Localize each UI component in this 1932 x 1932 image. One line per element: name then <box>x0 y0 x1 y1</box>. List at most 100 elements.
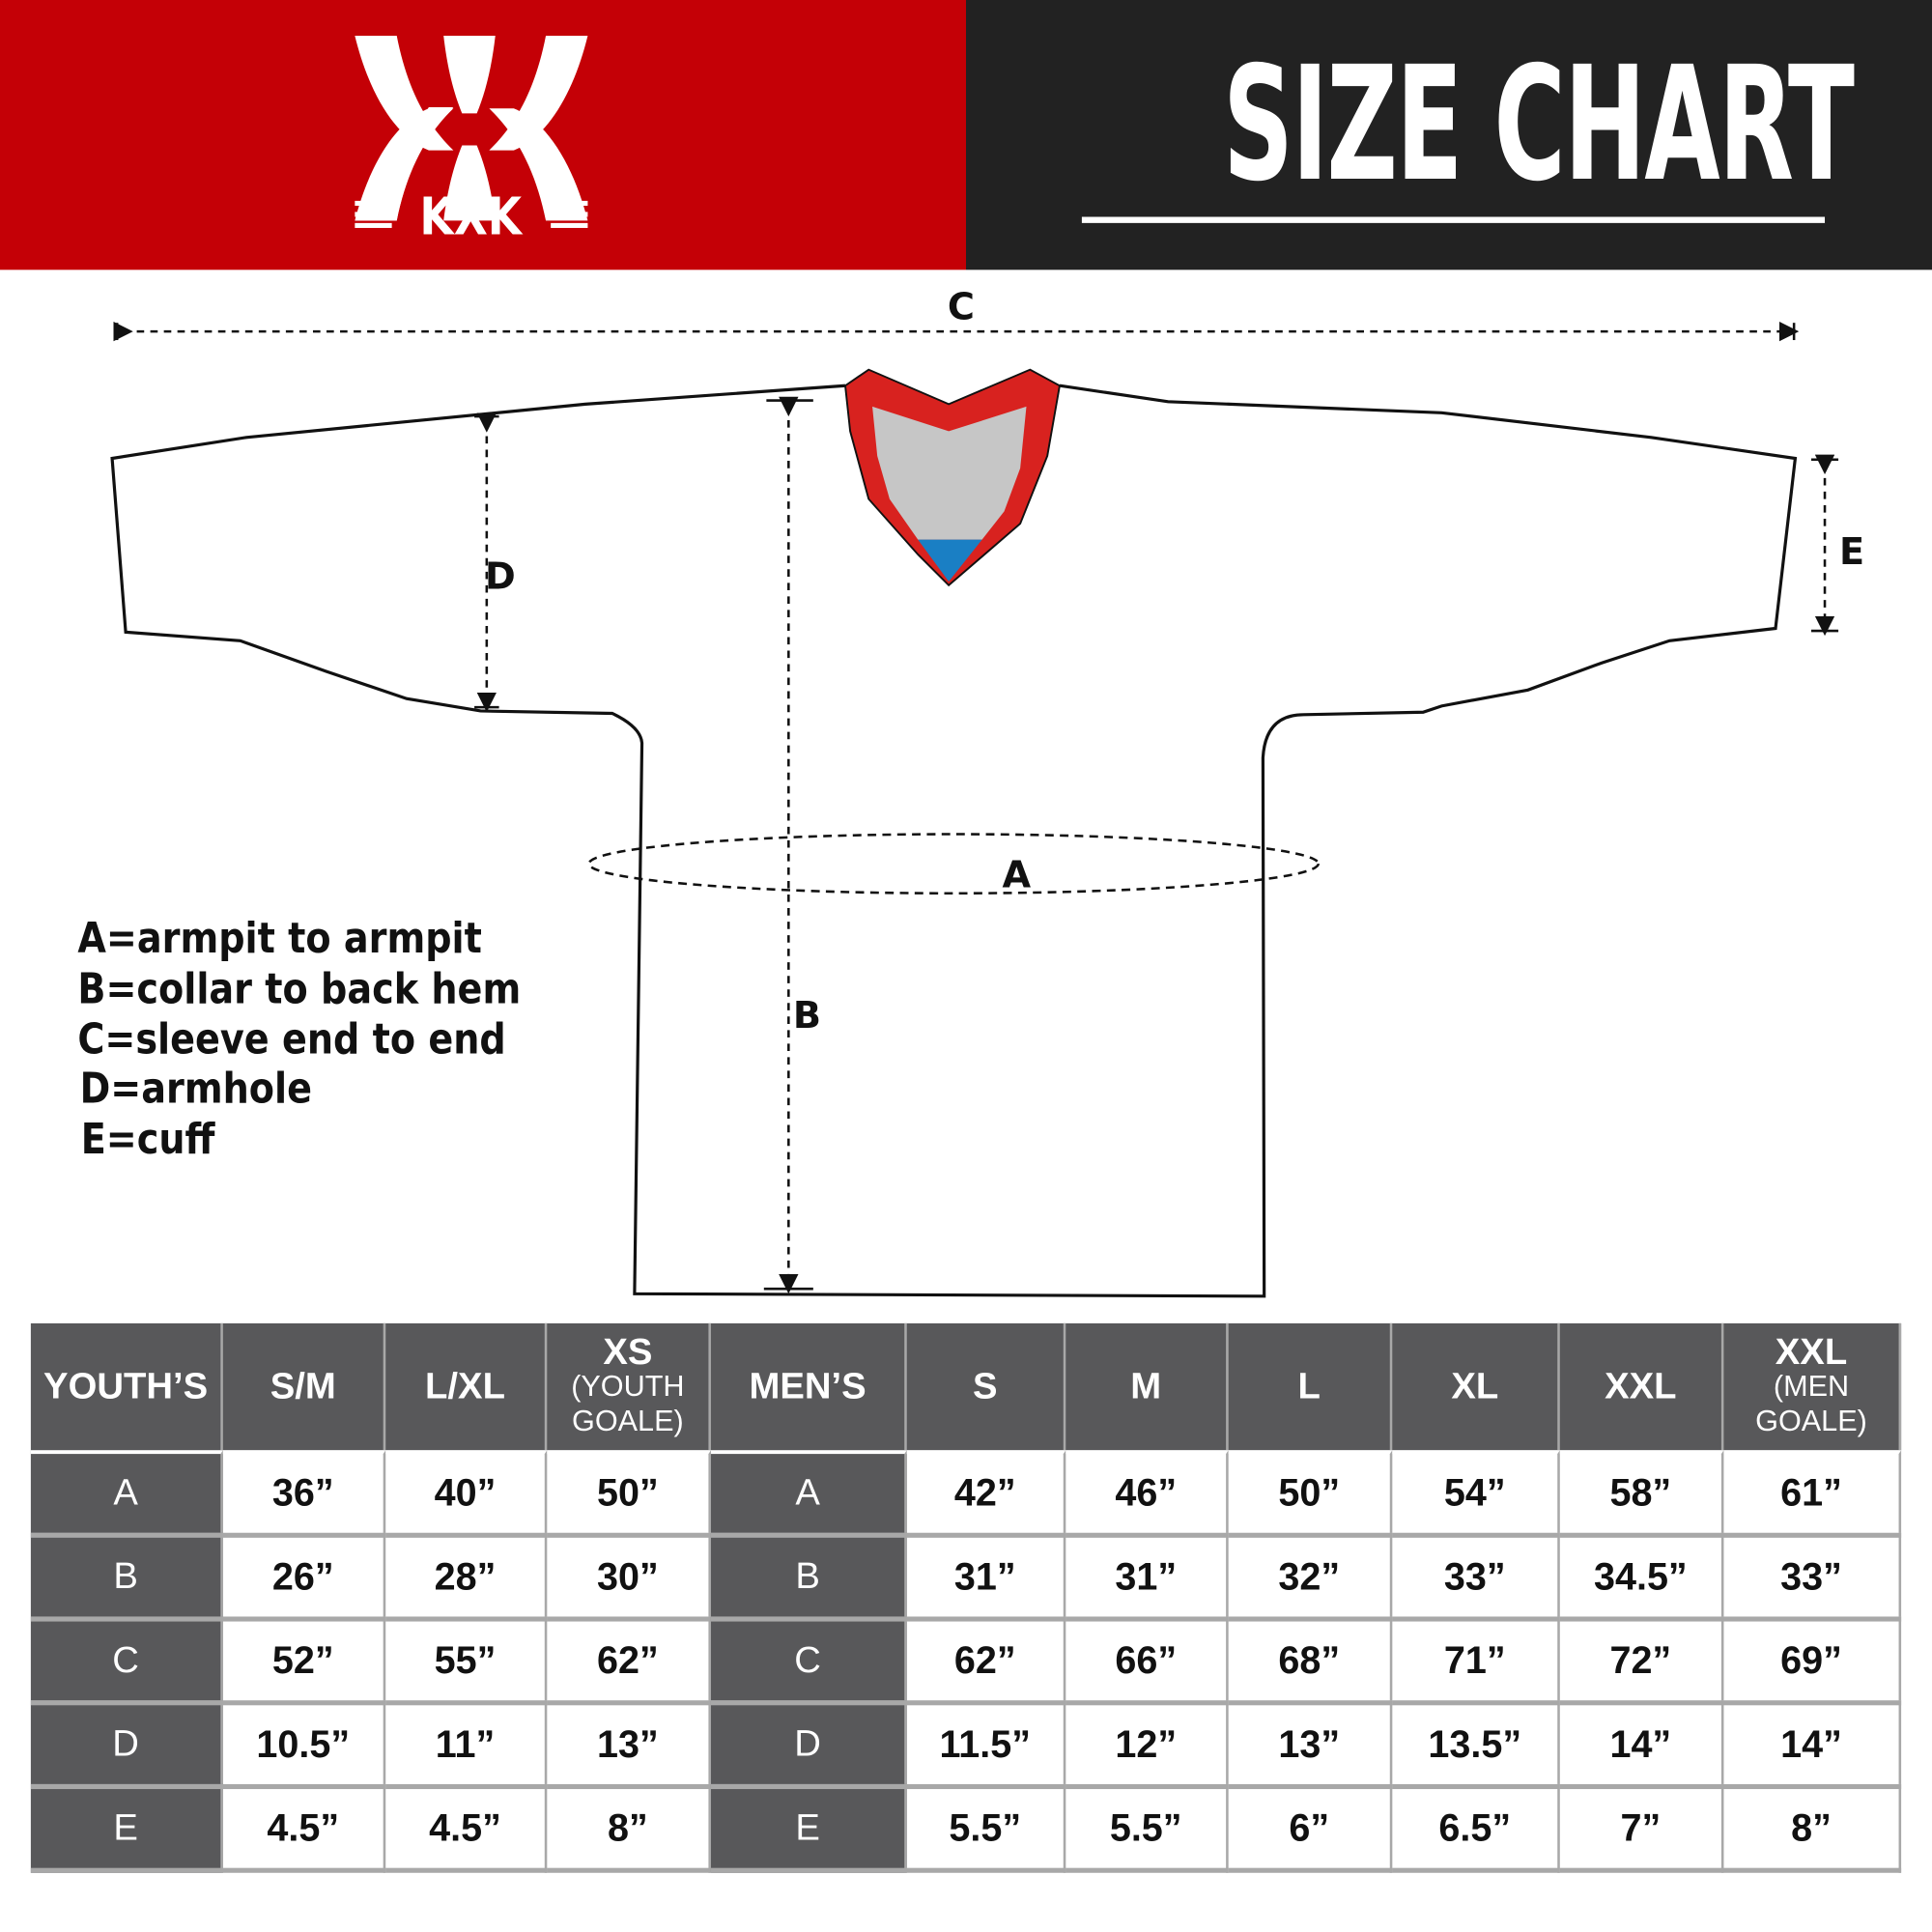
table-cell: 5.5” <box>906 1783 1066 1873</box>
column-header-label: L/XL <box>425 1365 505 1406</box>
column-header-label: XXL <box>1775 1331 1848 1373</box>
column-header: L/XL <box>385 1322 548 1451</box>
column-header-label: M <box>1130 1365 1162 1406</box>
column-header-label: S/M <box>270 1365 336 1406</box>
table-cell: 50” <box>547 1450 711 1533</box>
label-a: A <box>1002 853 1031 896</box>
table-cell: 13” <box>1228 1700 1393 1784</box>
label-c: C <box>948 285 975 328</box>
legend-item: A=armpit to armpit <box>77 914 482 964</box>
table-cell: 55” <box>385 1616 548 1701</box>
column-header: S <box>906 1322 1066 1451</box>
table-cell: 11” <box>385 1700 548 1784</box>
table-row: C 52” 55” 62” C 62” 66” 68” 71” 72” 69” <box>30 1616 1902 1701</box>
column-header-label: MEN’S <box>749 1365 867 1406</box>
table-cell: 14” <box>1723 1700 1902 1784</box>
table-cell: 14” <box>1559 1700 1724 1784</box>
table-cell: 50” <box>1228 1450 1393 1533</box>
size-table: YOUTH’S S/M L/XL XS (YOUTH GOALE) MEN’S S M L XL X… <box>30 1322 1902 1873</box>
row-label: D <box>30 1700 223 1784</box>
dimension-a-ellipse <box>587 833 1321 895</box>
table-cell: 11.5” <box>906 1700 1066 1784</box>
table-cell: 33” <box>1392 1532 1560 1617</box>
table-cell: 72” <box>1559 1616 1724 1701</box>
jersey-outline <box>110 384 1798 1298</box>
row-label: D <box>710 1700 907 1784</box>
row-label: C <box>710 1616 907 1701</box>
label-e: E <box>1839 530 1864 574</box>
column-header-sublabel: (MEN GOALE) <box>1755 1369 1867 1437</box>
column-header: YOUTH’S <box>30 1322 223 1451</box>
legend-item: E=cuff <box>80 1115 215 1165</box>
table-cell: 32” <box>1228 1532 1393 1617</box>
table-cell: 12” <box>1065 1700 1229 1784</box>
column-header: MEN’S <box>710 1322 907 1451</box>
legend-item: D=armhole <box>79 1065 312 1115</box>
table-cell: 36” <box>222 1450 386 1533</box>
table-cell: 42” <box>906 1450 1066 1533</box>
table-cell: 4.5” <box>222 1783 386 1873</box>
table-cell: 66” <box>1065 1616 1229 1701</box>
table-cell: 58” <box>1559 1450 1724 1533</box>
row-label: A <box>30 1450 223 1533</box>
column-header: L <box>1228 1322 1393 1451</box>
table-row: A 36” 40” 50” A 42” 46” 50” 54” 58” 61” <box>30 1450 1902 1533</box>
logo-text: KXK <box>419 186 524 246</box>
column-header: XXL <box>1559 1322 1724 1451</box>
table-cell: 10.5” <box>222 1700 386 1784</box>
table-cell: 71” <box>1392 1616 1560 1701</box>
table-cell: 5.5” <box>1065 1783 1229 1873</box>
table-cell: 6” <box>1228 1783 1393 1873</box>
measurement-legend: A=armpit to armpit B=collar to back hem … <box>77 914 521 1165</box>
row-label: A <box>710 1450 907 1533</box>
row-label: E <box>710 1783 907 1873</box>
row-label: B <box>30 1532 223 1617</box>
kxk-logo: KXK <box>355 35 588 246</box>
title-banner <box>965 0 1932 270</box>
table-cell: 62” <box>906 1616 1066 1701</box>
column-header-label: S <box>972 1365 998 1406</box>
column-header-label: XL <box>1451 1365 1499 1406</box>
column-header: M <box>1065 1322 1229 1451</box>
jersey-diagram: C D B E A <box>110 285 1864 1298</box>
table-cell: 6.5” <box>1392 1783 1560 1873</box>
table-cell: 61” <box>1723 1450 1902 1533</box>
legend-item: B=collar to back hem <box>77 964 522 1014</box>
table-row: D 10.5” 11” 13” D 11.5” 12” 13” 13.5” 14” 14” <box>30 1700 1902 1784</box>
table-row: B 26” 28” 30” B 31” 31” 32” 33” 34.5” 33” <box>30 1532 1902 1617</box>
table-cell: 33” <box>1723 1532 1902 1617</box>
table-cell: 30” <box>547 1532 711 1617</box>
label-d: D <box>485 555 516 599</box>
table-row: E 4.5” 4.5” 8” E 5.5” 5.5” 6” 6.5” 7” 8” <box>30 1783 1902 1873</box>
table-cell: 54” <box>1392 1450 1560 1533</box>
table-cell: 8” <box>547 1783 711 1873</box>
brand-header: KXK <box>0 0 966 270</box>
table-cell: 4.5” <box>385 1783 548 1873</box>
table-cell: 7” <box>1559 1783 1724 1873</box>
collar-accent <box>918 539 982 582</box>
table-cell: 40” <box>385 1450 548 1533</box>
row-label: B <box>710 1532 907 1617</box>
table-cell: 69” <box>1723 1616 1902 1701</box>
column-header-label: XXL <box>1605 1365 1677 1406</box>
table-cell: 26” <box>222 1532 386 1617</box>
table-cell: 13” <box>547 1700 711 1784</box>
table-cell: 31” <box>1065 1532 1229 1617</box>
table-cell: 34.5” <box>1559 1532 1724 1617</box>
column-header-label: XS <box>603 1331 653 1373</box>
row-label: E <box>30 1783 223 1873</box>
column-header: XXL (MEN GOALE) <box>1723 1322 1902 1451</box>
column-header: XS (YOUTH GOALE) <box>547 1322 711 1451</box>
table-header-row: YOUTH’S S/M L/XL XS (YOUTH GOALE) MEN’S S M L XL X… <box>30 1322 1902 1451</box>
table-cell: 8” <box>1723 1783 1902 1873</box>
table-cell: 13.5” <box>1392 1700 1560 1784</box>
table-cell: 68” <box>1228 1616 1393 1701</box>
label-b: B <box>793 994 821 1037</box>
table-cell: 62” <box>547 1616 711 1701</box>
legend-item: C=sleeve end to end <box>77 1014 506 1065</box>
row-label: C <box>30 1616 223 1701</box>
table-cell: 46” <box>1065 1450 1229 1533</box>
column-header-label: YOUTH’S <box>43 1365 209 1406</box>
column-header: S/M <box>222 1322 386 1451</box>
